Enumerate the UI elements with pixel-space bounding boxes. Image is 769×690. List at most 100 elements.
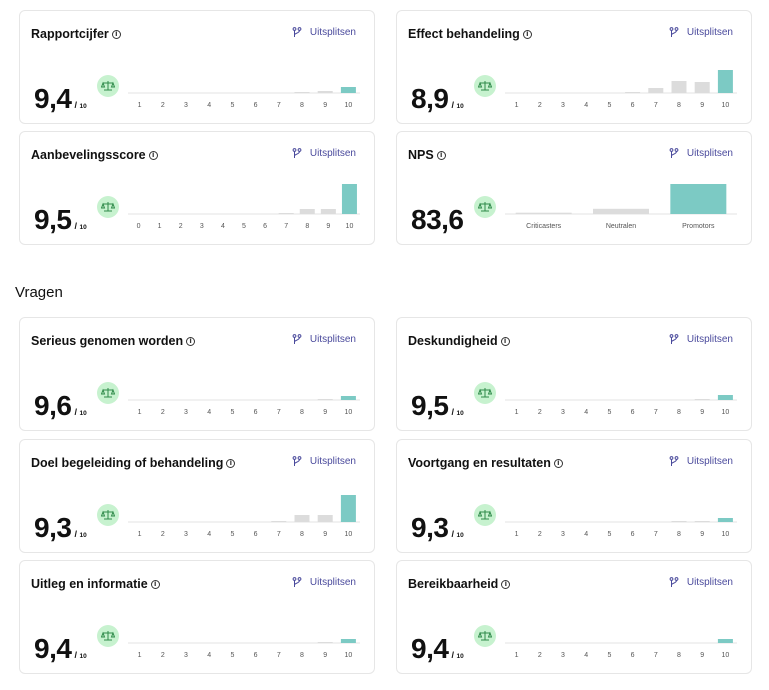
score-slash: / xyxy=(74,221,80,231)
info-icon[interactable]: i xyxy=(500,336,510,346)
card-doel: 1 2 3 4 5 6 7 8 9 10 Doel begeleiding of behandel… xyxy=(19,439,375,553)
card-title: Voortgang en resultaten i xyxy=(408,456,563,470)
bar-8[interactable] xyxy=(671,521,687,522)
tick-label: Promotors xyxy=(682,223,715,230)
split-button[interactable]: Uitsplitsen xyxy=(669,577,733,588)
info-icon[interactable]: i xyxy=(501,579,511,589)
info-icon[interactable]: i xyxy=(111,29,121,39)
score: 9,3 / 10 xyxy=(34,512,87,544)
tick-label: Neutralen xyxy=(606,223,636,230)
bar-7[interactable] xyxy=(278,213,294,214)
tick-label: 6 xyxy=(631,652,635,659)
score-denominator: 10 xyxy=(79,103,87,110)
bar-10[interactable] xyxy=(340,396,356,400)
tick-label: 9 xyxy=(700,102,704,109)
bar-10[interactable] xyxy=(340,639,356,643)
split-button[interactable]: Uitsplitsen xyxy=(669,334,733,345)
info-icon[interactable]: i xyxy=(150,579,160,589)
score-slash: / xyxy=(74,100,80,110)
bar-8[interactable] xyxy=(299,209,315,214)
score-slash: / xyxy=(74,529,80,539)
tick-label: 1 xyxy=(138,652,142,659)
tick-label: 4 xyxy=(207,102,211,109)
info-icon[interactable]: i xyxy=(148,150,158,160)
split-label: Uitsplitsen xyxy=(309,27,356,38)
tick-label: 4 xyxy=(207,652,211,659)
split-label: Uitsplitsen xyxy=(686,456,733,467)
tick-label: 5 xyxy=(607,409,611,416)
score: 9,4 / 10 xyxy=(34,83,87,115)
badge xyxy=(474,75,496,97)
bar-8[interactable] xyxy=(294,515,310,522)
tick-label: 3 xyxy=(184,409,188,416)
bar-9[interactable] xyxy=(694,82,710,93)
tick-label: 5 xyxy=(607,102,611,109)
scale-icon xyxy=(101,202,115,212)
bar-neutralen[interactable] xyxy=(593,208,649,214)
split-button[interactable]: Uitsplitsen xyxy=(669,148,733,159)
tick-label: 1 xyxy=(138,102,142,109)
split-button[interactable]: Uitsplitsen xyxy=(292,148,356,159)
split-button[interactable]: Uitsplitsen xyxy=(292,334,356,345)
bar-promotors[interactable] xyxy=(670,184,727,214)
bar-10[interactable] xyxy=(717,639,733,643)
bar-10[interactable] xyxy=(717,395,733,400)
info-icon[interactable]: i xyxy=(553,458,563,468)
bar-8[interactable] xyxy=(671,81,687,93)
bar-10[interactable] xyxy=(717,70,733,93)
score-suffix: / 10 xyxy=(451,407,463,417)
card-title: Serieus genomen worden i xyxy=(31,334,196,348)
bar-6[interactable] xyxy=(625,92,641,93)
bar-10[interactable] xyxy=(717,518,733,522)
tick-label: 1 xyxy=(138,531,142,538)
tick-label: 10 xyxy=(345,102,353,109)
split-label: Uitsplitsen xyxy=(309,334,356,345)
split-button[interactable]: Uitsplitsen xyxy=(292,27,356,38)
split-label: Uitsplitsen xyxy=(686,334,733,345)
card-title-text: Effect behandeling xyxy=(408,27,520,41)
bar-9[interactable] xyxy=(317,91,333,93)
bar-9[interactable] xyxy=(694,399,710,400)
bar-9[interactable] xyxy=(317,642,333,643)
tick-label: 9 xyxy=(323,102,327,109)
bar-7[interactable] xyxy=(648,88,664,93)
split-label: Uitsplitsen xyxy=(309,577,356,588)
bar-8[interactable] xyxy=(294,92,310,93)
bar-9[interactable] xyxy=(694,521,710,522)
tick-label: 7 xyxy=(277,531,281,538)
bar-chart: 1 2 3 4 5 6 7 8 9 10 xyxy=(128,396,360,416)
split-button[interactable]: Uitsplitsen xyxy=(292,456,356,467)
badge xyxy=(474,382,496,404)
tick-label: 7 xyxy=(284,223,288,230)
bar-10[interactable] xyxy=(340,495,356,522)
bar-chart: Criticasters Neutralen Promotors xyxy=(505,184,737,230)
tick-label: 9 xyxy=(323,652,327,659)
info-icon[interactable]: i xyxy=(436,150,446,160)
tick-label: 9 xyxy=(323,409,327,416)
bar-10[interactable] xyxy=(341,184,357,214)
tick-label: 7 xyxy=(277,102,281,109)
split-branch-icon xyxy=(669,148,679,158)
bar-9[interactable] xyxy=(317,515,333,522)
bar-9[interactable] xyxy=(320,209,336,214)
tick-label: 4 xyxy=(207,531,211,538)
split-button[interactable]: Uitsplitsen xyxy=(669,456,733,467)
split-button[interactable]: Uitsplitsen xyxy=(669,27,733,38)
bar-9[interactable] xyxy=(317,399,333,400)
bar-criticasters[interactable] xyxy=(515,212,572,214)
tick-label: 8 xyxy=(677,102,681,109)
info-icon[interactable]: i xyxy=(522,29,532,39)
bar-7[interactable] xyxy=(271,521,287,522)
info-icon[interactable]: i xyxy=(186,336,196,346)
split-label: Uitsplitsen xyxy=(309,456,356,467)
tick-label: 5 xyxy=(607,531,611,538)
split-button[interactable]: Uitsplitsen xyxy=(292,577,356,588)
card-title-text: Voortgang en resultaten xyxy=(408,456,551,470)
score-value: 9,3 xyxy=(34,512,72,543)
bar-10[interactable] xyxy=(340,87,356,93)
tick-label: 8 xyxy=(300,531,304,538)
card-title-text: Uitleg en informatie xyxy=(31,577,148,591)
info-icon[interactable]: i xyxy=(226,458,236,468)
tick-label: 1 xyxy=(138,409,142,416)
tick-label: 10 xyxy=(346,223,354,230)
